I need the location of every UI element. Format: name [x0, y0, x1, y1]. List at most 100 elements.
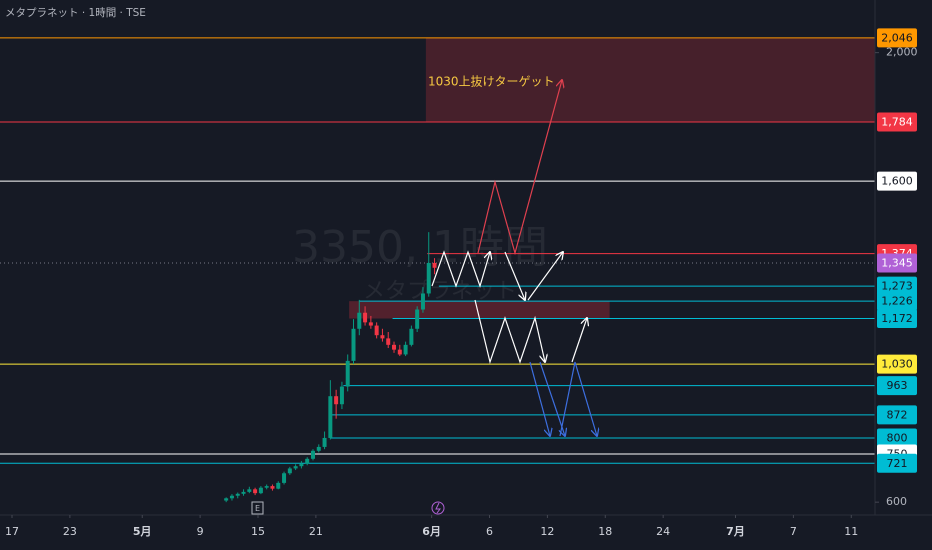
- price-label: 2,046: [881, 31, 913, 44]
- red-arrow: [477, 80, 562, 256]
- candle-body: [339, 386, 344, 405]
- candle-body: [345, 360, 350, 387]
- x-tick-label: 17: [5, 525, 19, 538]
- price-label: 800: [887, 431, 908, 444]
- price-label-box: [877, 309, 917, 329]
- price-label: 1,273: [881, 280, 913, 293]
- candle-body: [397, 349, 402, 355]
- x-tick-label: 12: [540, 525, 554, 538]
- blue-arrow: [529, 361, 550, 436]
- white-arrow: [504, 251, 525, 300]
- candle-body: [328, 396, 333, 438]
- price-label: 1,784: [881, 116, 913, 129]
- y-tick-label: 2,000: [886, 46, 918, 59]
- x-tick-label: 6月: [422, 525, 441, 538]
- white-arrow: [474, 299, 545, 365]
- price-label-box: [877, 453, 917, 473]
- price-label-box: [877, 112, 917, 132]
- price-label: 1,172: [881, 312, 913, 325]
- x-tick-label: 24: [656, 525, 670, 538]
- x-tick-label: 11: [844, 525, 858, 538]
- candle-body: [432, 262, 437, 268]
- price-label-box: [877, 405, 917, 425]
- candle-body: [334, 396, 339, 405]
- candle-body: [305, 458, 310, 464]
- x-tick-label: 5月: [133, 525, 152, 538]
- candle-body: [351, 328, 356, 361]
- price-label-box: [877, 253, 917, 273]
- annotation: 1030上抜けターゲット: [428, 75, 555, 89]
- candle-body: [276, 482, 281, 489]
- candle-body: [224, 498, 229, 501]
- candle-body: [229, 495, 234, 499]
- earnings-icon[interactable]: [251, 501, 264, 515]
- candle-body: [264, 486, 269, 488]
- candle-body: [380, 335, 385, 339]
- x-tick-label: 21: [309, 525, 323, 538]
- white-arrow: [431, 252, 490, 288]
- price-label-box: [877, 276, 917, 296]
- price-zone: [349, 301, 610, 319]
- price-label: 1,226: [881, 295, 913, 308]
- x-tick-label: 18: [598, 525, 612, 538]
- candle-body: [403, 344, 408, 355]
- candle-body: [386, 338, 391, 345]
- candle-body: [310, 450, 315, 459]
- candle-body: [270, 486, 275, 489]
- candle-body: [357, 312, 362, 329]
- blue-arrow: [539, 361, 565, 436]
- x-tick-label: 15: [251, 525, 265, 538]
- x-tick-label: 9: [197, 525, 204, 538]
- candle-body: [392, 344, 397, 350]
- chart-title: メタプラネット · 1時間 · TSE: [5, 7, 146, 19]
- earnings-icon-text: E: [255, 504, 260, 513]
- candle-body: [368, 322, 373, 326]
- candle-body: [322, 437, 327, 447]
- watermark: 3350, 1時間: [292, 222, 548, 273]
- candle-body: [426, 262, 431, 294]
- x-tick-label: 7月: [726, 525, 745, 538]
- y-tick-label: 600: [886, 495, 907, 508]
- price-label-box: [877, 291, 917, 311]
- candle-body: [282, 473, 287, 483]
- candle-body: [247, 489, 252, 492]
- candle-body: [299, 463, 304, 467]
- candle-body: [241, 491, 246, 494]
- price-label-box: [877, 28, 917, 48]
- price-label-box: [877, 376, 917, 396]
- x-tick-label: 23: [63, 525, 77, 538]
- price-label-box: [877, 354, 917, 374]
- candle-body: [409, 328, 414, 345]
- white-arrow: [527, 252, 563, 301]
- price-zone: [425, 37, 875, 123]
- price-label-box: [877, 428, 917, 448]
- candle-body: [235, 493, 240, 496]
- price-label: 1,345: [881, 256, 913, 269]
- price-label: 872: [887, 408, 908, 421]
- candle-body: [287, 468, 292, 474]
- price-label-box: [877, 171, 917, 191]
- candle-body: [293, 466, 298, 469]
- x-tick-label: 6: [486, 525, 493, 538]
- price-label: 721: [887, 457, 908, 470]
- x-tick-label: 7: [790, 525, 797, 538]
- dividend-icon-bolt: [435, 502, 441, 514]
- candle-body: [258, 487, 263, 494]
- white-arrow: [571, 318, 587, 363]
- candle-body: [253, 489, 258, 494]
- price-label: 1,600: [881, 175, 913, 188]
- candle-body: [374, 325, 379, 336]
- candle-body: [415, 309, 420, 329]
- candle-body: [420, 293, 425, 310]
- dividend-icon[interactable]: [431, 501, 445, 515]
- candle-body: [316, 446, 321, 451]
- price-label: 1,030: [881, 358, 913, 371]
- watermark-subtitle: メタプラネット: [363, 279, 517, 304]
- blue-arrow: [559, 361, 597, 436]
- candle-body: [363, 312, 368, 323]
- projection-arrows: [431, 80, 597, 436]
- price-label: 963: [887, 379, 908, 392]
